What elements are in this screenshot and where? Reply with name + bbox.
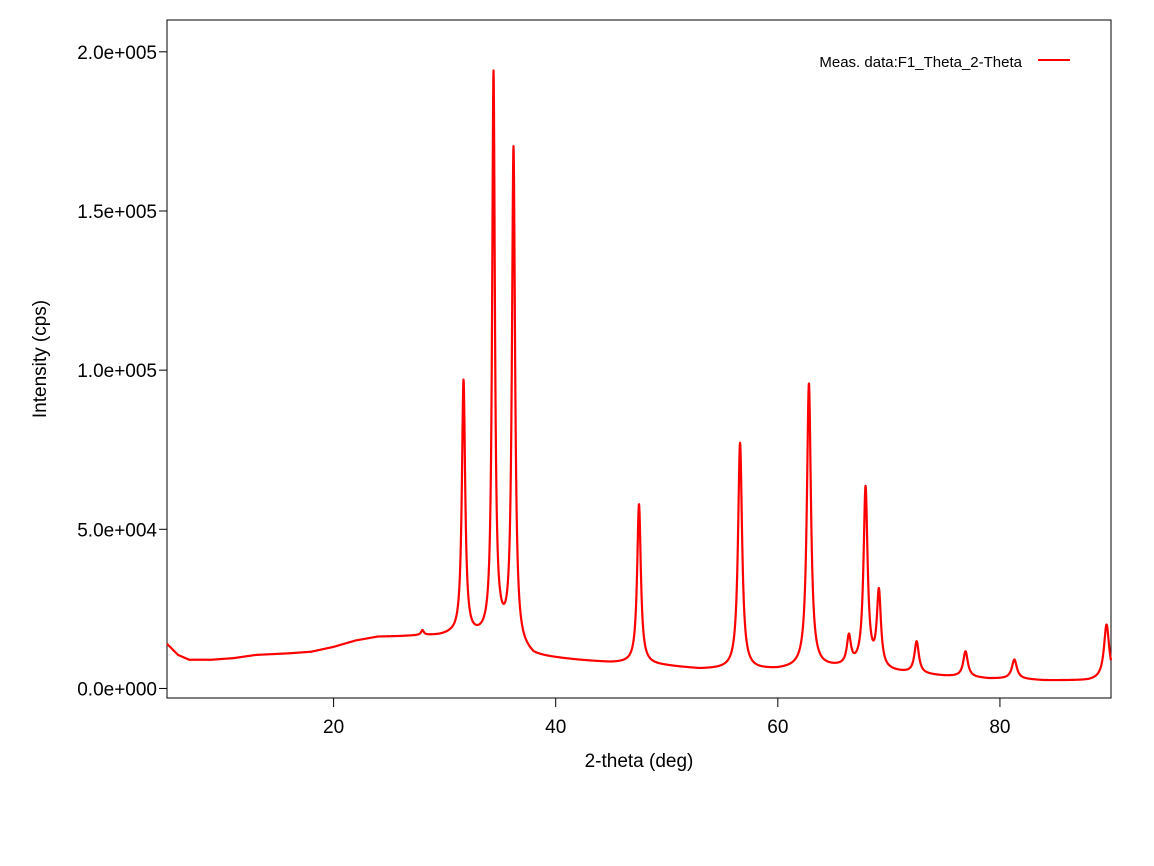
series-line xyxy=(166,69,1113,682)
legend-entry-label: Meas. data:F1_Theta_2-Theta xyxy=(819,54,1022,71)
y-tick-label: 5.0e+004 xyxy=(77,520,157,541)
x-tick-label: 20 xyxy=(323,717,344,738)
plot-frame xyxy=(166,19,1112,699)
y-tick-label: 1.5e+005 xyxy=(77,202,157,223)
x-tick-label: 80 xyxy=(989,717,1010,738)
x-tick-label: 60 xyxy=(767,717,788,738)
y-axis-label: Intensity (cps) xyxy=(30,300,51,418)
x-axis-ticks: 20 40 60 80 xyxy=(323,698,1011,738)
y-tick-label: 0.0e+000 xyxy=(77,679,157,700)
y-axis-ticks: 0.0e+000 5.0e+004 1.0e+005 1.5e+005 2.0e+005 xyxy=(77,43,167,700)
x-axis-label: 2-theta (deg) xyxy=(585,751,694,772)
y-tick-label: 1.0e+005 xyxy=(77,361,157,382)
x-tick-label: 40 xyxy=(545,717,566,738)
legend: Meas. data:F1_Theta_2-Theta xyxy=(819,54,1070,71)
y-tick-label: 2.0e+005 xyxy=(77,43,157,64)
